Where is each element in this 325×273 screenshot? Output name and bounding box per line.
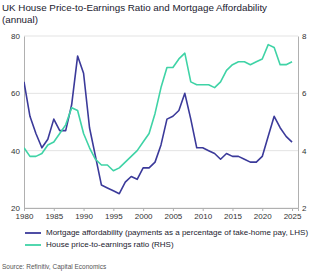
tick-label: 1985 (45, 212, 63, 221)
legend-swatch (24, 228, 42, 237)
tick-mark (232, 208, 233, 211)
tick-label: 40 (11, 147, 20, 156)
tick-label: 2020 (254, 212, 272, 221)
tick-label: 2025 (284, 212, 302, 221)
tick-mark (84, 208, 85, 211)
tick: 1995 (105, 208, 123, 221)
tick-label: 6 (302, 89, 307, 98)
grid-line (24, 93, 298, 94)
lines (24, 45, 292, 194)
tick-label: 8 (302, 32, 307, 41)
tick-label: 2010 (194, 212, 212, 221)
tick: 1985 (45, 208, 63, 221)
tick: 4 (298, 147, 307, 156)
tick-label: 1995 (105, 212, 123, 221)
legend-line (25, 244, 41, 246)
grid-line (24, 36, 298, 37)
series-line (24, 56, 292, 194)
tick: 2025 (284, 208, 302, 221)
axis-line (298, 37, 299, 209)
tick: 2020 (254, 208, 272, 221)
tick: 40 (11, 147, 24, 156)
grid (24, 36, 298, 208)
tick-mark (143, 208, 144, 211)
tick: 6 (298, 89, 307, 98)
tick-mark (203, 208, 204, 211)
tick: 60 (11, 89, 24, 98)
source: Source: Refinitiv, Capital Economics (2, 263, 106, 270)
legend-label: House price-to-earnings ratio (RHS) (46, 240, 174, 249)
legend-label: Mortgage affordability (payments as a pe… (46, 228, 308, 237)
tick-mark (262, 208, 263, 211)
axis-line (25, 209, 299, 212)
tick-label: 60 (11, 89, 20, 98)
tick: 8 (298, 32, 307, 41)
tick-mark (173, 208, 174, 211)
legend-item: House price-to-earnings ratio (RHS) (24, 240, 316, 249)
legend: Mortgage affordability (payments as a pe… (24, 228, 316, 252)
tick: 20 (11, 204, 24, 213)
tick: 2005 (165, 208, 183, 221)
tick-mark (54, 208, 55, 211)
tick: 2015 (224, 208, 242, 221)
tick-label: 20 (11, 204, 20, 213)
tick: 2010 (194, 208, 212, 221)
subtitle: (annual) (2, 14, 38, 25)
tick-label: 2015 (224, 212, 242, 221)
y-axis: 20 40 60 80 (11, 32, 24, 213)
x-axis: 1980198519901995200020052010201520202025 (16, 208, 302, 221)
legend-line (25, 232, 41, 234)
grid-line (24, 150, 298, 151)
tick-label: 4 (302, 147, 307, 156)
title: UK House Price-to-Earnings Ratio and Mor… (2, 2, 267, 13)
axis-line (24, 37, 25, 209)
tick-label: 2005 (165, 212, 183, 221)
tick-label: 2 (302, 204, 307, 213)
tick: 1990 (75, 208, 93, 221)
legend-swatch (24, 240, 42, 249)
series-line (24, 45, 292, 171)
tick-label: 1990 (75, 212, 93, 221)
tick-label: 2000 (135, 212, 153, 221)
y2-axis: 2 4 6 8 (298, 32, 307, 213)
tick: 2 (298, 204, 307, 213)
legend-item: Mortgage affordability (payments as a pe… (24, 228, 316, 237)
tick: 2000 (135, 208, 153, 221)
tick-label: 80 (11, 32, 20, 41)
tick: 80 (11, 32, 24, 41)
tick-mark (113, 208, 114, 211)
tick-mark (292, 208, 293, 211)
